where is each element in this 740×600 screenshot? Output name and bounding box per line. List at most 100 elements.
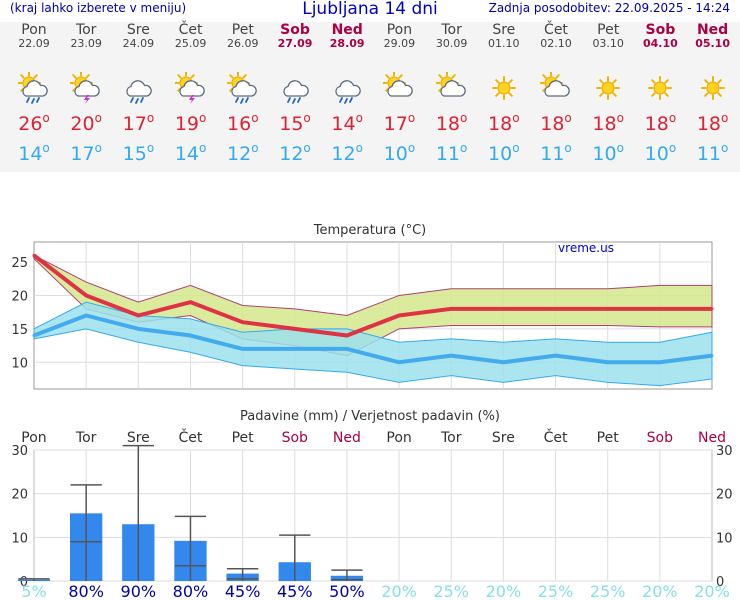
max-temperature: 20o	[70, 111, 102, 135]
precipitation-probability: 25%	[590, 582, 626, 600]
day-axis-label: Pon	[21, 430, 46, 446]
day-axis-label: Pet	[597, 430, 620, 446]
y-tick-label-right: 20	[716, 488, 733, 503]
forecast-day: Čet 25.09 19o 14o	[165, 22, 217, 165]
day-axis-label: Sre	[492, 430, 515, 446]
day-axis-label: Čet	[544, 428, 568, 446]
sun-icon	[697, 72, 729, 104]
day-name: Sob	[280, 22, 310, 38]
min-temperature-point	[188, 334, 192, 338]
sun-cloud-rain-icon	[225, 71, 259, 104]
max-temperature: 18o	[435, 111, 468, 135]
day-name: Pet	[597, 22, 620, 38]
day-axis-label: Pet	[232, 430, 255, 446]
y-tick-label-right: 0	[716, 575, 724, 590]
y-tick-label-right: 30	[716, 444, 733, 459]
sun-icon	[488, 72, 520, 104]
max-temperature-point	[449, 307, 453, 311]
day-axis-label: Sob	[647, 430, 673, 446]
day-date: 02.10	[540, 37, 572, 50]
max-temperature-point	[554, 307, 558, 311]
min-temperature-point	[554, 354, 558, 358]
day-axis-label: Ned	[698, 430, 726, 446]
forecast-day: Sre 24.09 17o 15o	[112, 22, 164, 165]
y-tick-label-left: 0	[20, 575, 28, 590]
forecast-day: Čet 02.10 18o 11o	[530, 22, 582, 165]
forecast-day: Sre 01.10 18o 10o	[478, 22, 530, 165]
day-date: 01.10	[488, 37, 520, 50]
precipitation-probability: 90%	[121, 582, 157, 600]
day-axis-label: Tor	[75, 430, 97, 446]
precipitation-chart: Padavine (mm) / Verjetnost padavin (%) Po…	[11, 409, 733, 600]
day-date: 25.09	[174, 37, 207, 50]
precipitation-probability: 20%	[642, 582, 678, 600]
sun-cloud-rain-icon	[17, 71, 50, 104]
day-date: 24.09	[122, 37, 155, 50]
precipitation-probability: 20%	[486, 582, 522, 600]
y-tick-label-left: 20	[11, 488, 28, 503]
precipitation-probability: 20%	[381, 582, 417, 600]
precipitation-chart-title: Padavine (mm) / Verjetnost padavin (%)	[240, 409, 500, 424]
day-name: Sre	[126, 22, 150, 38]
min-temperature: 12o	[331, 141, 363, 165]
max-temperature-point	[188, 300, 192, 304]
day-axis-label: Pon	[386, 430, 411, 446]
max-temperature-point	[710, 307, 714, 311]
max-temperature: 16o	[227, 111, 259, 135]
y-tick-label: 20	[11, 289, 28, 304]
min-temperature-point	[84, 314, 88, 317]
cloud-rain-icon	[122, 72, 154, 104]
max-temperature: 15o	[279, 111, 311, 135]
max-temperature: 18o	[592, 111, 624, 135]
y-tick-label-left: 30	[11, 444, 28, 459]
forecast-day: Tor 23.09 20o 17o	[60, 22, 112, 165]
y-tick-label-right: 10	[716, 531, 733, 546]
day-name: Tor	[441, 22, 462, 38]
day-axis-label: Sre	[127, 430, 150, 446]
min-temperature-point	[606, 360, 610, 364]
sun-cloud-icon	[539, 71, 572, 104]
max-temperature: 17o	[383, 111, 416, 135]
sun-cloud-storm-icon	[69, 71, 102, 104]
day-name: Ned	[696, 22, 729, 38]
y-tick-label-left: 10	[11, 531, 28, 546]
last-updated: Zadnja posodobitev: 22.09.2025 - 14:24	[488, 1, 730, 15]
max-temperature-point	[293, 327, 297, 331]
min-temperature: 10o	[488, 141, 520, 165]
day-name: Pon	[21, 22, 47, 38]
forecast-day: Tor 30.09 18o 11o	[426, 22, 478, 165]
max-temperature-point	[345, 334, 349, 338]
precipitation-probability: 80%	[68, 582, 104, 600]
precipitation-probability: 80%	[173, 582, 209, 600]
daily-forecast-strip: Pon 22.09 26o 14o Tor 23.09 20o 17o Sre 24.09 17o 1…	[0, 22, 740, 172]
precipitation-probability: 45%	[225, 582, 261, 600]
min-temperature: 17o	[70, 141, 102, 165]
day-date: 26.09	[227, 37, 259, 50]
sun-cloud-icon	[434, 71, 468, 104]
day-date: 03.10	[592, 37, 624, 50]
min-temperature: 10o	[644, 141, 677, 165]
min-temperature: 12o	[227, 141, 259, 165]
y-tick-label: 15	[11, 323, 28, 338]
min-temperature: 11o	[696, 141, 729, 165]
min-temperature-point	[293, 347, 297, 351]
min-temperature-point	[136, 327, 140, 331]
max-temperature: 18o	[488, 111, 520, 135]
cloud-rain-icon	[279, 72, 311, 104]
max-temperature-point	[241, 320, 245, 324]
min-temperature: 14o	[174, 141, 207, 165]
max-temperature-point	[397, 314, 401, 317]
max-temperature-point	[606, 307, 610, 311]
forecast-day: Pon 29.09 17o 10o	[373, 22, 425, 165]
max-temperature-point	[501, 307, 505, 311]
forecast-day: Ned 28.09 14o 12o	[321, 22, 373, 165]
max-temperature: 17o	[122, 111, 155, 135]
sun-icon	[644, 72, 676, 104]
day-name: Čet	[178, 22, 203, 38]
day-date: 22.09	[18, 37, 50, 50]
page-title: Ljubljana 14 dni	[302, 0, 438, 19]
min-temperature-point	[710, 354, 714, 358]
max-temperature: 18o	[644, 111, 677, 135]
max-temperature-point	[32, 253, 36, 257]
min-temperature-line	[33, 313, 713, 365]
